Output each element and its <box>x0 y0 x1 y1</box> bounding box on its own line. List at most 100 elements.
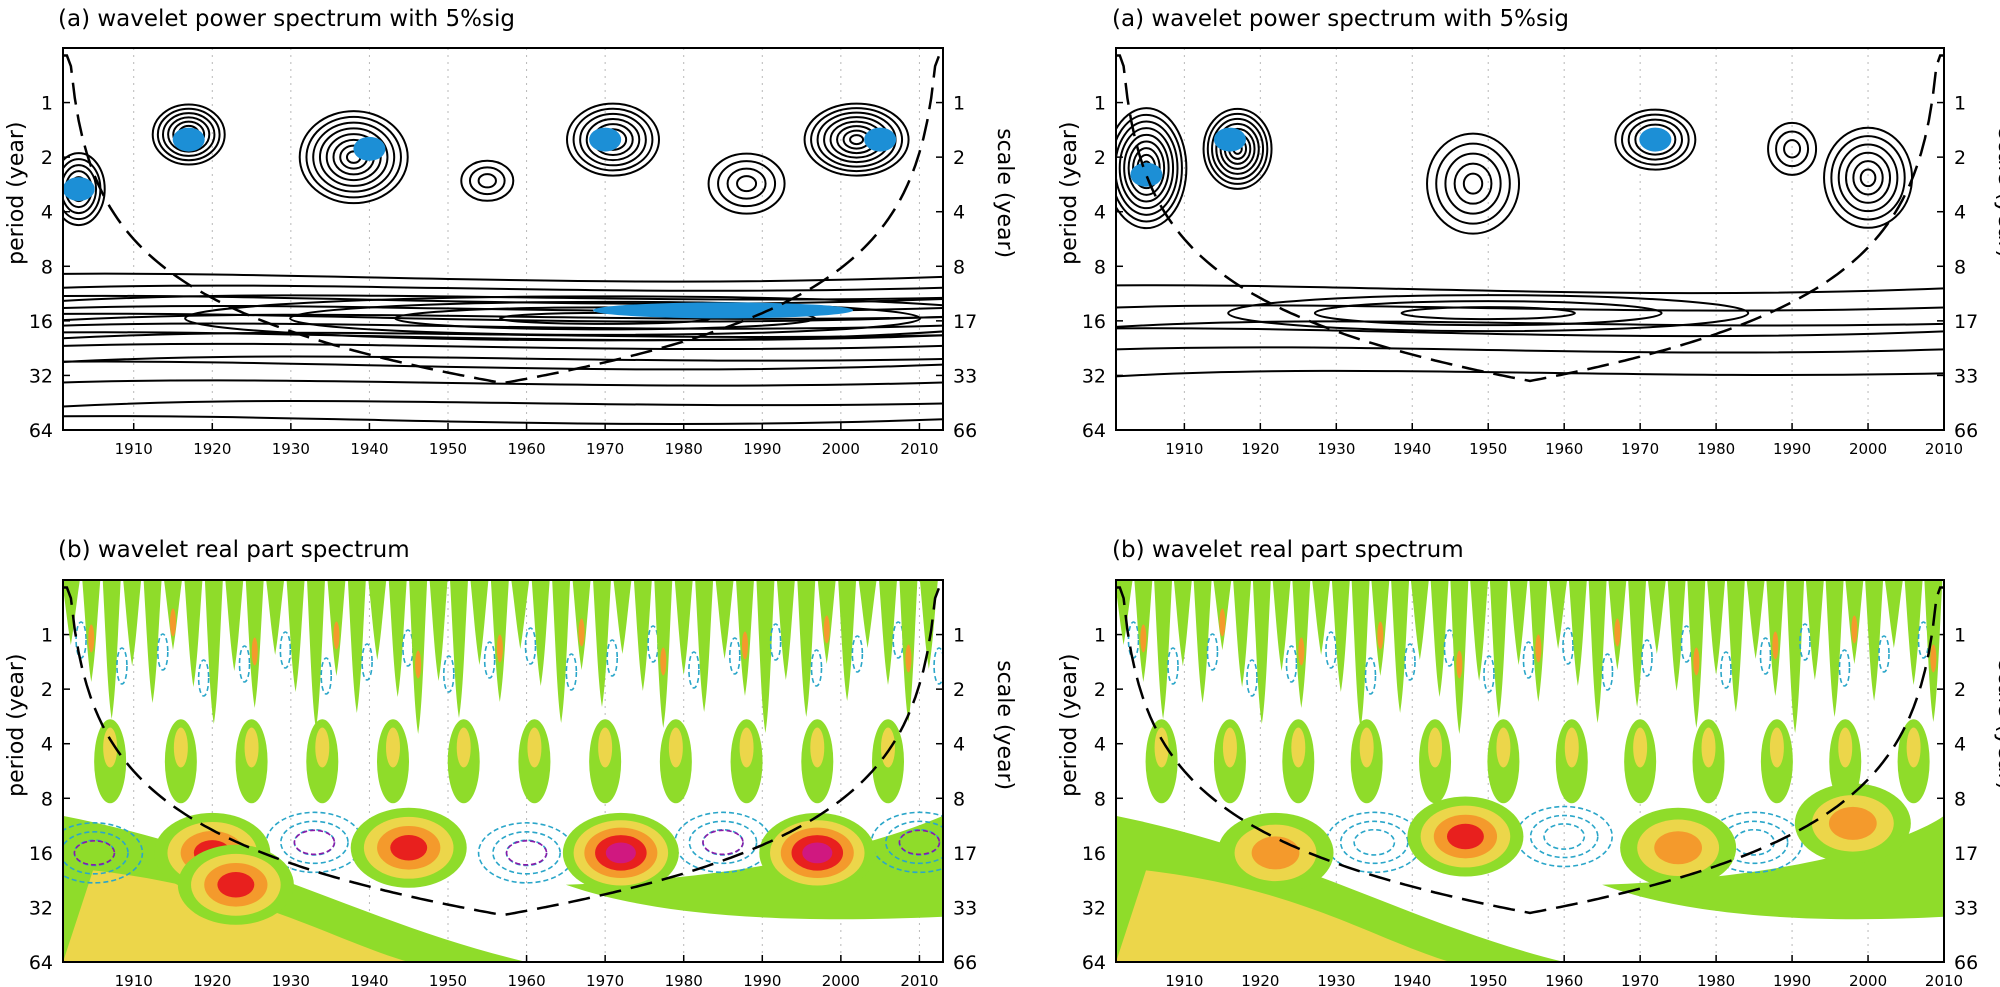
positive-core <box>905 644 912 673</box>
y2-tick-label: 17 <box>1954 843 1978 865</box>
contour-ring <box>1206 112 1269 185</box>
positive-finger <box>286 580 305 692</box>
plot-frame <box>1115 579 1945 963</box>
contour-ring <box>318 127 389 187</box>
y-tick-label: 1 <box>1094 93 1106 115</box>
negative-contour <box>1285 645 1298 683</box>
contour-line <box>1116 284 1944 295</box>
y2-tick-label: 2 <box>953 679 965 701</box>
negative-contour <box>492 831 561 875</box>
y2-tick-label: 8 <box>1954 256 1966 278</box>
y-tick-label: 32 <box>29 897 53 919</box>
positive-trunk-core <box>668 727 683 768</box>
positive-trunk-core <box>527 727 542 768</box>
positive-finger <box>1391 580 1410 713</box>
negative-contour <box>1720 651 1732 689</box>
positive-center-level <box>1828 806 1877 840</box>
positive-trunk-core <box>1701 727 1716 768</box>
y-tick-label: 8 <box>41 256 53 278</box>
y2-tick-label: 8 <box>953 788 965 810</box>
positive-finger <box>1805 580 1824 680</box>
x-tick-label: 1970 <box>1621 972 1659 987</box>
y-axis-label: period (year) <box>1057 121 1082 264</box>
positive-finger <box>1154 580 1173 719</box>
positive-trunk-core <box>315 727 330 768</box>
positive-finger <box>1252 580 1271 724</box>
panel-title: (a) wavelet power spectrum with 5%sig <box>58 6 515 32</box>
positive-core <box>1298 637 1305 666</box>
x-tick-label: 1920 <box>1241 440 1279 458</box>
negative-contour <box>851 635 864 673</box>
negative-contour <box>156 633 169 671</box>
contour-ring <box>1123 133 1170 203</box>
contour-ring <box>1435 142 1511 225</box>
positive-core <box>1772 631 1779 660</box>
x-tick-label: 1950 <box>1469 972 1507 987</box>
negative-contour <box>442 655 455 693</box>
negative-contour <box>1799 623 1811 661</box>
contour-ring <box>803 102 910 177</box>
positive-center-level <box>802 842 833 864</box>
positive-finger <box>633 580 652 691</box>
contour-ring <box>572 107 654 172</box>
contour-ring <box>477 173 497 189</box>
panel-power-right: (a) wavelet power spectrum with 5%sig 1 1… <box>1057 6 2000 458</box>
negative-contour <box>1543 823 1586 850</box>
y-tick-label: 16 <box>1082 311 1106 333</box>
y2-tick-label: 33 <box>1954 365 1978 387</box>
contour-ring <box>736 175 758 193</box>
significance-region <box>1639 127 1672 152</box>
contour-ring <box>298 110 409 205</box>
positive-finger <box>1173 580 1192 666</box>
positive-trunk-core <box>103 727 118 768</box>
positive-core <box>170 608 176 637</box>
negative-contour <box>1522 641 1535 679</box>
positive-finger <box>593 580 611 707</box>
x-tick-label: 1970 <box>1621 440 1659 458</box>
y2-tick-label: 4 <box>953 202 965 224</box>
positive-center-level <box>1654 831 1703 865</box>
positive-trunk-core <box>386 727 400 768</box>
positive-finger <box>1331 580 1350 692</box>
positive-core <box>333 621 340 650</box>
positive-area <box>1116 870 1451 962</box>
positive-trunk-core <box>173 727 188 768</box>
negative-contour <box>606 639 619 677</box>
positive-area <box>1602 815 1944 920</box>
contour-ring <box>1627 118 1684 161</box>
plot-frame <box>62 579 944 963</box>
negative-contour <box>688 651 700 689</box>
contour-ring <box>1621 113 1690 166</box>
positive-core <box>88 624 95 653</box>
contour-ring <box>460 159 515 202</box>
positive-trunk-core <box>881 727 895 768</box>
contour-ring <box>151 103 226 166</box>
x-tick-label: 1920 <box>193 972 231 987</box>
positive-trunk-core <box>456 727 471 768</box>
negative-core-contour <box>898 829 941 856</box>
negative-contour <box>1364 657 1377 695</box>
x-tick-label: 1920 <box>193 440 231 458</box>
positive-core <box>1377 621 1384 650</box>
positive-center-level <box>605 842 636 864</box>
negative-contour <box>885 820 943 865</box>
y2-tick-label: 2 <box>1954 679 1966 701</box>
contour-ring <box>1775 130 1810 168</box>
negative-core-contour <box>293 829 336 856</box>
contour-ring <box>810 107 904 173</box>
x-tick-label: 2000 <box>1849 972 1887 987</box>
contour-ring <box>1313 300 1663 327</box>
negative-contour <box>63 822 144 884</box>
contour-lines <box>63 102 943 426</box>
contour-ring <box>1614 108 1697 171</box>
x-tick-label: 1950 <box>429 440 467 458</box>
negative-contour <box>1246 659 1258 697</box>
positive-trunk-core <box>1838 727 1853 768</box>
x-tick-label: 1960 <box>507 972 545 987</box>
contour-ring <box>1837 143 1899 213</box>
positive-trunk-core <box>1154 727 1169 768</box>
contour-line <box>63 379 943 387</box>
positive-finger <box>1549 580 1568 649</box>
contour-ring <box>1211 117 1265 180</box>
y2-tick-label: 33 <box>953 365 977 387</box>
